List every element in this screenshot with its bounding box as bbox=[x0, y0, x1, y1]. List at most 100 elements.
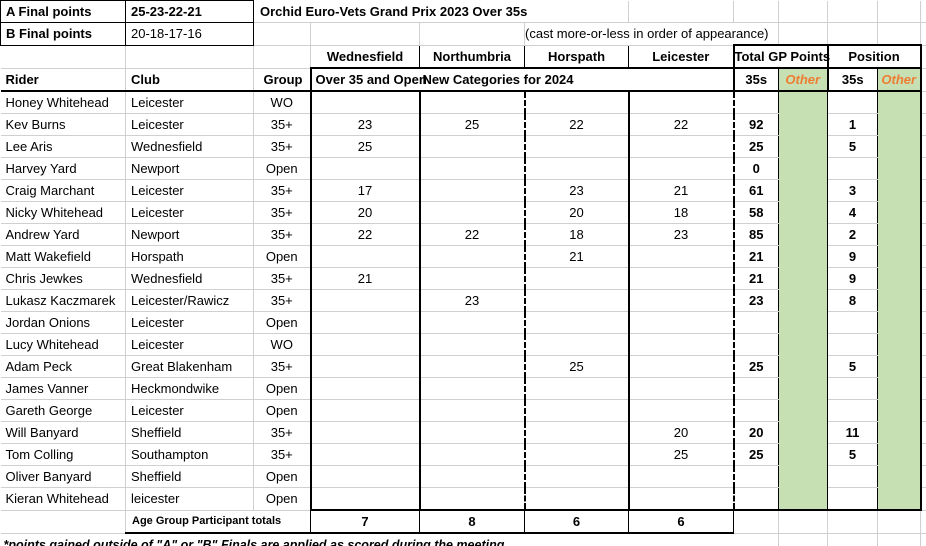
cell-total-other[interactable] bbox=[778, 223, 829, 246]
cell-position-other[interactable] bbox=[877, 465, 922, 488]
cell-score-horspath[interactable]: 21 bbox=[523, 245, 629, 268]
cell-rider-group[interactable]: 35+ bbox=[253, 443, 311, 466]
cell-score-horspath[interactable] bbox=[523, 157, 629, 180]
cell-score-wednesfield[interactable] bbox=[309, 443, 420, 466]
cell-total-35s[interactable] bbox=[732, 311, 779, 334]
cell-score-leicester[interactable]: 21 bbox=[627, 179, 734, 202]
cell-position-35s[interactable] bbox=[827, 311, 878, 334]
cell-score-wednesfield[interactable] bbox=[309, 377, 420, 400]
cell-score-leicester[interactable] bbox=[627, 91, 734, 114]
venue-header-horspath[interactable]: Horspath bbox=[524, 44, 630, 69]
cell-score-leicester[interactable] bbox=[627, 267, 734, 290]
cell-score-northumbria[interactable]: 25 bbox=[418, 113, 525, 136]
cell-score-wednesfield[interactable] bbox=[309, 421, 420, 444]
cell-position-35s[interactable] bbox=[827, 465, 878, 488]
cell-score-horspath[interactable] bbox=[523, 421, 629, 444]
cell-rider-club[interactable]: Wednesfield bbox=[125, 135, 254, 158]
position-header[interactable]: Position bbox=[826, 44, 922, 69]
cell-rider-group[interactable]: 35+ bbox=[253, 223, 311, 246]
cell-score-wednesfield[interactable] bbox=[309, 333, 420, 356]
cell-score-wednesfield[interactable] bbox=[309, 355, 420, 378]
cell-position-35s[interactable]: 3 bbox=[827, 179, 878, 202]
cell-position-35s[interactable]: 9 bbox=[827, 245, 878, 268]
cell-rider-club[interactable]: Wednesfield bbox=[125, 267, 254, 290]
cell-position-35s[interactable] bbox=[827, 377, 878, 400]
cell-score-leicester[interactable] bbox=[627, 333, 734, 356]
cell-position-other[interactable] bbox=[877, 157, 922, 180]
cell-rider-group[interactable]: 35+ bbox=[253, 135, 311, 158]
cell-total-35s[interactable]: 21 bbox=[732, 267, 779, 290]
cell-score-horspath[interactable] bbox=[523, 135, 629, 158]
cell-score-wednesfield[interactable] bbox=[309, 289, 420, 312]
cell-score-northumbria[interactable] bbox=[418, 311, 525, 334]
cell-score-wednesfield[interactable]: 25 bbox=[309, 135, 420, 158]
cell-a-final-points[interactable]: 25-23-22-21 bbox=[125, 0, 254, 23]
cell-position-35s[interactable]: 9 bbox=[827, 267, 878, 290]
cell-score-horspath[interactable]: 25 bbox=[523, 355, 629, 378]
cell-position-other[interactable] bbox=[877, 179, 922, 202]
cell-rider-name[interactable]: Oliver Banyard bbox=[0, 465, 126, 488]
cell-sheet-title[interactable]: Orchid Euro-Vets Grand Prix 2023 Over 35… bbox=[253, 0, 527, 23]
cell-rider-name[interactable]: Lee Aris bbox=[0, 135, 126, 158]
cell-score-horspath[interactable] bbox=[523, 443, 629, 466]
cell-score-wednesfield[interactable]: 21 bbox=[309, 267, 420, 290]
cell-rider-group[interactable]: 35+ bbox=[253, 201, 311, 224]
cell-score-horspath[interactable]: 23 bbox=[523, 179, 629, 202]
cell-score-leicester[interactable] bbox=[627, 355, 734, 378]
cell-rider-club[interactable]: Sheffield bbox=[125, 465, 254, 488]
club-col-header[interactable]: Club bbox=[125, 67, 254, 92]
cell-rider-club[interactable]: Horspath bbox=[125, 245, 254, 268]
cell-position-35s[interactable] bbox=[827, 333, 878, 356]
cell-position-other[interactable] bbox=[877, 113, 922, 136]
cell-a-final-label[interactable]: A Final points bbox=[0, 0, 126, 23]
cell-total-other[interactable] bbox=[778, 377, 829, 400]
cell-total-35s[interactable]: 0 bbox=[732, 157, 779, 180]
cell-score-northumbria[interactable] bbox=[418, 157, 525, 180]
cell-score-wednesfield[interactable] bbox=[309, 245, 420, 268]
cell-score-northumbria[interactable] bbox=[418, 443, 525, 466]
cell-score-leicester[interactable] bbox=[627, 465, 734, 488]
cell-score-leicester[interactable]: 25 bbox=[627, 443, 734, 466]
cell-score-leicester[interactable] bbox=[627, 487, 734, 511]
cell-venue-total-horspath[interactable]: 6 bbox=[524, 510, 629, 534]
cell-score-horspath[interactable] bbox=[523, 487, 629, 511]
cell-rider-club[interactable]: Leicester bbox=[125, 201, 254, 224]
cell-total-35s[interactable] bbox=[732, 333, 779, 356]
cell-score-northumbria[interactable] bbox=[418, 179, 525, 202]
cell-score-leicester[interactable] bbox=[627, 399, 734, 422]
cell-rider-name[interactable]: Tom Colling bbox=[0, 443, 126, 466]
cell-score-leicester[interactable] bbox=[627, 311, 734, 334]
cell-total-35s[interactable]: 61 bbox=[732, 179, 779, 202]
cell-score-horspath[interactable] bbox=[523, 465, 629, 488]
subheader-total-other[interactable]: Other bbox=[778, 67, 829, 92]
cell-score-leicester[interactable] bbox=[627, 377, 734, 400]
cell-rider-group[interactable]: WO bbox=[253, 91, 311, 114]
cell-score-wednesfield[interactable]: 17 bbox=[309, 179, 420, 202]
cell-position-other[interactable] bbox=[877, 245, 922, 268]
cell-position-other[interactable] bbox=[877, 355, 922, 378]
cell-rider-club[interactable]: Sheffield bbox=[125, 421, 254, 444]
total-gp-points-header[interactable]: Total GP Points bbox=[732, 44, 830, 69]
cell-position-other[interactable] bbox=[877, 91, 922, 114]
cell-position-35s[interactable] bbox=[827, 487, 878, 511]
cell-score-horspath[interactable]: 20 bbox=[523, 201, 629, 224]
cell-rider-name[interactable]: Lucy Whitehead bbox=[0, 333, 126, 356]
cell-position-other[interactable] bbox=[877, 267, 922, 290]
cell-rider-name[interactable]: Lukasz Kaczmarek bbox=[0, 289, 126, 312]
cell-total-other[interactable] bbox=[778, 421, 829, 444]
cell-score-horspath[interactable] bbox=[523, 91, 629, 114]
cell-total-other[interactable] bbox=[778, 157, 829, 180]
cell-rider-name[interactable]: Andrew Yard bbox=[0, 223, 126, 246]
cell-score-leicester[interactable]: 20 bbox=[627, 421, 734, 444]
cell-rider-name[interactable]: Gareth George bbox=[0, 399, 126, 422]
cell-score-horspath[interactable] bbox=[523, 289, 629, 312]
cell-position-other[interactable] bbox=[877, 399, 922, 422]
venue-header-northumbria[interactable]: Northumbria bbox=[418, 44, 526, 69]
cell-position-35s[interactable]: 8 bbox=[827, 289, 878, 312]
cell-rider-name[interactable]: Kev Burns bbox=[0, 113, 126, 136]
cell-total-other[interactable] bbox=[778, 399, 829, 422]
cell-rider-club[interactable]: Great Blakenham bbox=[125, 355, 254, 378]
venue-header-leicester[interactable]: Leicester bbox=[628, 44, 735, 69]
cell-score-northumbria[interactable] bbox=[418, 399, 525, 422]
cell-score-horspath[interactable] bbox=[523, 377, 629, 400]
